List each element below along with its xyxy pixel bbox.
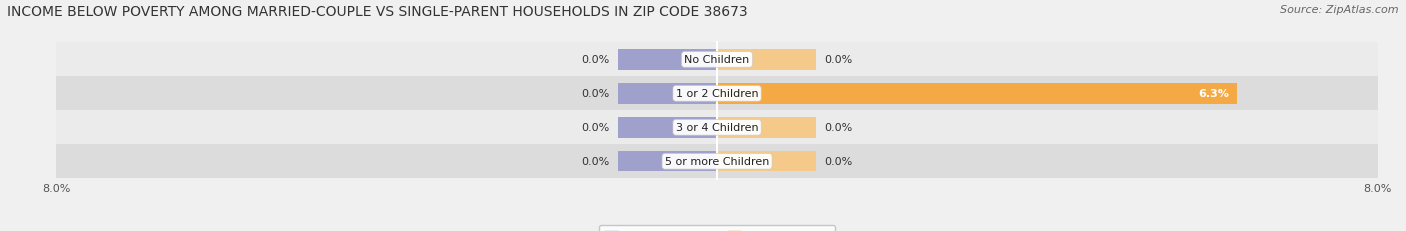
Text: 1 or 2 Children: 1 or 2 Children (676, 89, 758, 99)
Text: 0.0%: 0.0% (824, 123, 852, 133)
Text: INCOME BELOW POVERTY AMONG MARRIED-COUPLE VS SINGLE-PARENT HOUSEHOLDS IN ZIP COD: INCOME BELOW POVERTY AMONG MARRIED-COUPL… (7, 5, 748, 18)
Bar (617, 84, 717, 104)
Text: 0.0%: 0.0% (582, 55, 610, 65)
Bar (56, 43, 1378, 77)
Text: Source: ZipAtlas.com: Source: ZipAtlas.com (1281, 5, 1399, 15)
Text: 3 or 4 Children: 3 or 4 Children (676, 123, 758, 133)
Bar (717, 152, 815, 172)
Text: 6.3%: 6.3% (1198, 89, 1229, 99)
Text: 0.0%: 0.0% (824, 157, 852, 167)
Bar (617, 50, 717, 70)
Bar (717, 50, 815, 70)
Text: 5 or more Children: 5 or more Children (665, 157, 769, 167)
Bar (717, 84, 1237, 104)
Text: 0.0%: 0.0% (582, 89, 610, 99)
Bar (717, 118, 815, 138)
Bar (56, 111, 1378, 145)
Bar (617, 118, 717, 138)
Bar (56, 77, 1378, 111)
Bar (56, 145, 1378, 179)
Text: 0.0%: 0.0% (824, 55, 852, 65)
Text: 0.0%: 0.0% (582, 123, 610, 133)
Text: No Children: No Children (685, 55, 749, 65)
Bar (617, 152, 717, 172)
Text: 0.0%: 0.0% (582, 157, 610, 167)
Legend: Married Couples, Single Parents: Married Couples, Single Parents (599, 225, 835, 231)
